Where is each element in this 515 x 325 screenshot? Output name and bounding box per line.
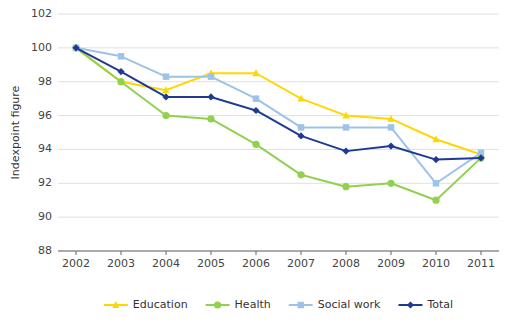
y-tick-label: 88 — [38, 244, 52, 257]
point — [162, 112, 169, 119]
x-tick-label: 2005 — [197, 257, 225, 270]
point — [343, 124, 349, 130]
x-tick — [481, 251, 482, 255]
legend-marker — [112, 301, 119, 308]
grid-line — [58, 115, 499, 116]
x-tick-label: 2011 — [467, 257, 495, 270]
legend-label: Total — [426, 298, 453, 311]
point — [118, 53, 124, 59]
x-tick-label: 2009 — [377, 257, 405, 270]
series — [72, 44, 484, 157]
legend-label: Social work — [318, 298, 381, 311]
legend-marker — [214, 301, 221, 308]
x-tick-label: 2008 — [332, 257, 360, 270]
point — [433, 180, 439, 186]
chart: 889092949698100102Indexpoint figure20022… — [0, 0, 515, 325]
x-tick — [166, 251, 167, 255]
x-tick-label: 2003 — [107, 257, 135, 270]
point — [252, 107, 259, 114]
x-tick — [436, 251, 437, 255]
point — [208, 73, 214, 79]
point — [387, 115, 394, 122]
x-axis: 2002 2003 2004 2005 2006 2007 2008 2009 2010 2011 — [58, 251, 499, 270]
grid-line — [58, 14, 499, 15]
grid-line — [58, 47, 499, 48]
x-tick-label: 2010 — [422, 257, 450, 270]
line — [76, 48, 481, 183]
y-axis-label: Indexpoint figure — [9, 85, 22, 179]
point — [163, 73, 169, 79]
grid-line — [58, 217, 499, 218]
point — [253, 95, 259, 101]
point — [342, 112, 349, 119]
point — [162, 86, 169, 93]
point — [117, 78, 124, 85]
point — [342, 148, 349, 155]
x-tick-label: 2007 — [287, 257, 315, 270]
point — [387, 180, 394, 187]
x-tick-label: 2004 — [152, 257, 180, 270]
point — [342, 183, 349, 190]
x-tick-label: 2006 — [242, 257, 270, 270]
legend-label: Health — [235, 298, 271, 311]
point — [432, 135, 439, 142]
legend-item: Health — [206, 298, 271, 311]
x-tick — [256, 251, 257, 255]
y-tick-label: 100 — [31, 41, 52, 54]
x-tick — [76, 251, 77, 255]
legend-item: Social work — [289, 298, 381, 311]
point — [388, 124, 394, 130]
legend-marker — [407, 301, 414, 308]
series — [73, 45, 484, 187]
x-tick — [391, 251, 392, 255]
point — [252, 69, 259, 76]
point — [297, 171, 304, 178]
x-tick-label: 2002 — [62, 257, 90, 270]
y-tick-label: 98 — [38, 75, 52, 88]
legend-item: Education — [104, 298, 188, 311]
x-axis-line — [58, 251, 499, 252]
point — [297, 95, 304, 102]
x-tick — [301, 251, 302, 255]
point — [387, 142, 394, 149]
grid-line — [58, 251, 499, 252]
point — [117, 68, 124, 75]
grid-line — [58, 149, 499, 150]
y-axis: 88 90 92 94 96 98 100 102 — [31, 7, 52, 257]
y-tick-label: 94 — [38, 142, 52, 155]
y-tick-label: 92 — [38, 176, 52, 189]
x-tick — [211, 251, 212, 255]
y-tick-label: 90 — [38, 210, 52, 223]
point — [298, 124, 304, 130]
grid — [58, 14, 499, 251]
plot-area — [72, 44, 484, 204]
point — [297, 132, 304, 139]
point — [207, 115, 214, 122]
series — [72, 44, 484, 204]
x-tick — [346, 251, 347, 255]
legend-label: Education — [133, 298, 188, 311]
point — [72, 44, 79, 51]
legend-item: Total — [398, 298, 453, 311]
y-tick-label: 96 — [38, 109, 52, 122]
y-tick-label: 102 — [31, 7, 52, 20]
line — [76, 48, 481, 200]
point — [72, 44, 79, 51]
line — [76, 48, 481, 160]
point — [207, 93, 214, 100]
point — [432, 156, 439, 163]
point — [252, 141, 259, 148]
x-tick — [121, 251, 122, 255]
point — [477, 154, 484, 161]
legend: Education Health Social work Total — [104, 298, 453, 311]
series — [72, 44, 484, 163]
point — [432, 197, 439, 204]
legend-marker — [297, 302, 303, 308]
point — [162, 93, 169, 100]
